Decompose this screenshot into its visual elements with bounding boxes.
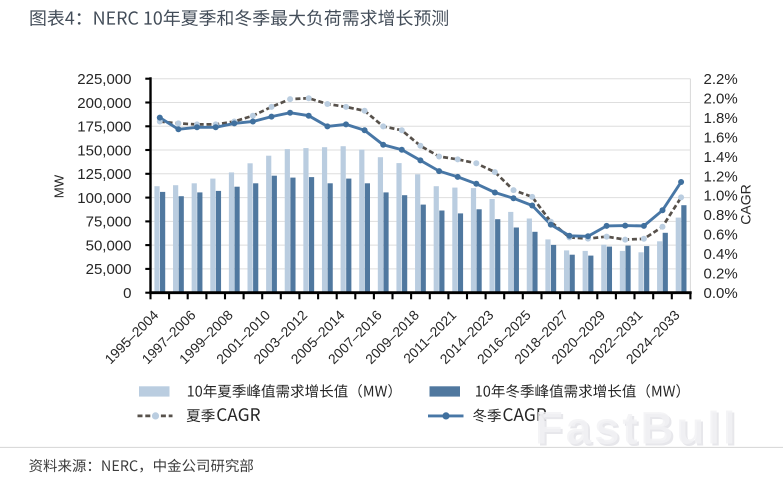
svg-text:125,000: 125,000 [77,166,131,183]
svg-text:2.2%: 2.2% [704,71,738,88]
svg-text:0.6%: 0.6% [704,227,738,244]
svg-text:1.0%: 1.0% [704,188,738,205]
svg-text:CAGR: CAGR [738,184,754,224]
svg-text:200,000: 200,000 [77,95,131,112]
svg-text:1.2%: 1.2% [704,168,738,185]
svg-text:100,000: 100,000 [77,190,131,207]
svg-text:0.0%: 0.0% [704,285,738,302]
svg-text:75,000: 75,000 [86,214,132,231]
svg-text:25,000: 25,000 [86,261,132,278]
svg-text:0: 0 [123,285,131,302]
svg-text:1.4%: 1.4% [704,149,738,166]
svg-text:175,000: 175,000 [77,119,131,136]
svg-text:0.4%: 0.4% [704,246,738,263]
svg-text:2.0%: 2.0% [704,91,738,108]
svg-text:0.8%: 0.8% [704,207,738,224]
svg-text:50,000: 50,000 [86,237,132,254]
svg-text:225,000: 225,000 [77,71,131,88]
svg-text:1.8%: 1.8% [704,110,738,127]
svg-text:FastBull: FastBull [535,403,739,454]
svg-text:1.6%: 1.6% [704,129,738,146]
svg-text:MW: MW [52,174,67,198]
svg-text:0.2%: 0.2% [704,266,738,283]
svg-text:150,000: 150,000 [77,142,131,159]
